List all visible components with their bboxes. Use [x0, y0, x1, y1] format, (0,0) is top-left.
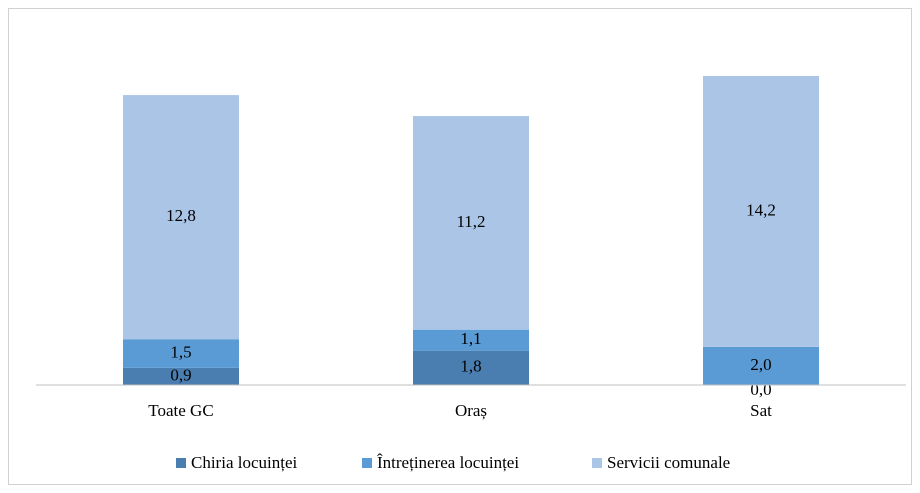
bar-segment — [413, 329, 529, 351]
bar-segment — [123, 367, 239, 385]
legend-label: Întreținerea locuinței — [377, 453, 519, 472]
data-label: 1,8 — [460, 357, 481, 376]
bar-segment — [703, 76, 819, 347]
bar-segment — [413, 350, 529, 385]
data-label: 11,2 — [456, 212, 485, 231]
x-tick-label: Oraș — [455, 401, 487, 420]
legend-swatch — [362, 458, 372, 468]
x-tick-label: Toate GC — [148, 401, 213, 420]
legend-label: Servicii comunale — [607, 453, 730, 472]
data-label: 2,0 — [750, 355, 771, 374]
data-label: 14,2 — [746, 200, 776, 219]
legend-swatch — [592, 458, 602, 468]
bar-segment — [123, 339, 239, 368]
data-label: 1,5 — [170, 342, 191, 361]
data-label: 0,9 — [170, 365, 191, 384]
bar-segment — [413, 116, 529, 330]
bar-segment — [123, 95, 239, 340]
data-label: 1,1 — [460, 329, 481, 348]
legend-swatch — [176, 458, 186, 468]
data-label: 12,8 — [166, 206, 196, 225]
legend-label: Chiria locuinței — [191, 453, 298, 472]
x-tick-label: Sat — [750, 401, 772, 420]
bar-segment — [703, 346, 819, 385]
